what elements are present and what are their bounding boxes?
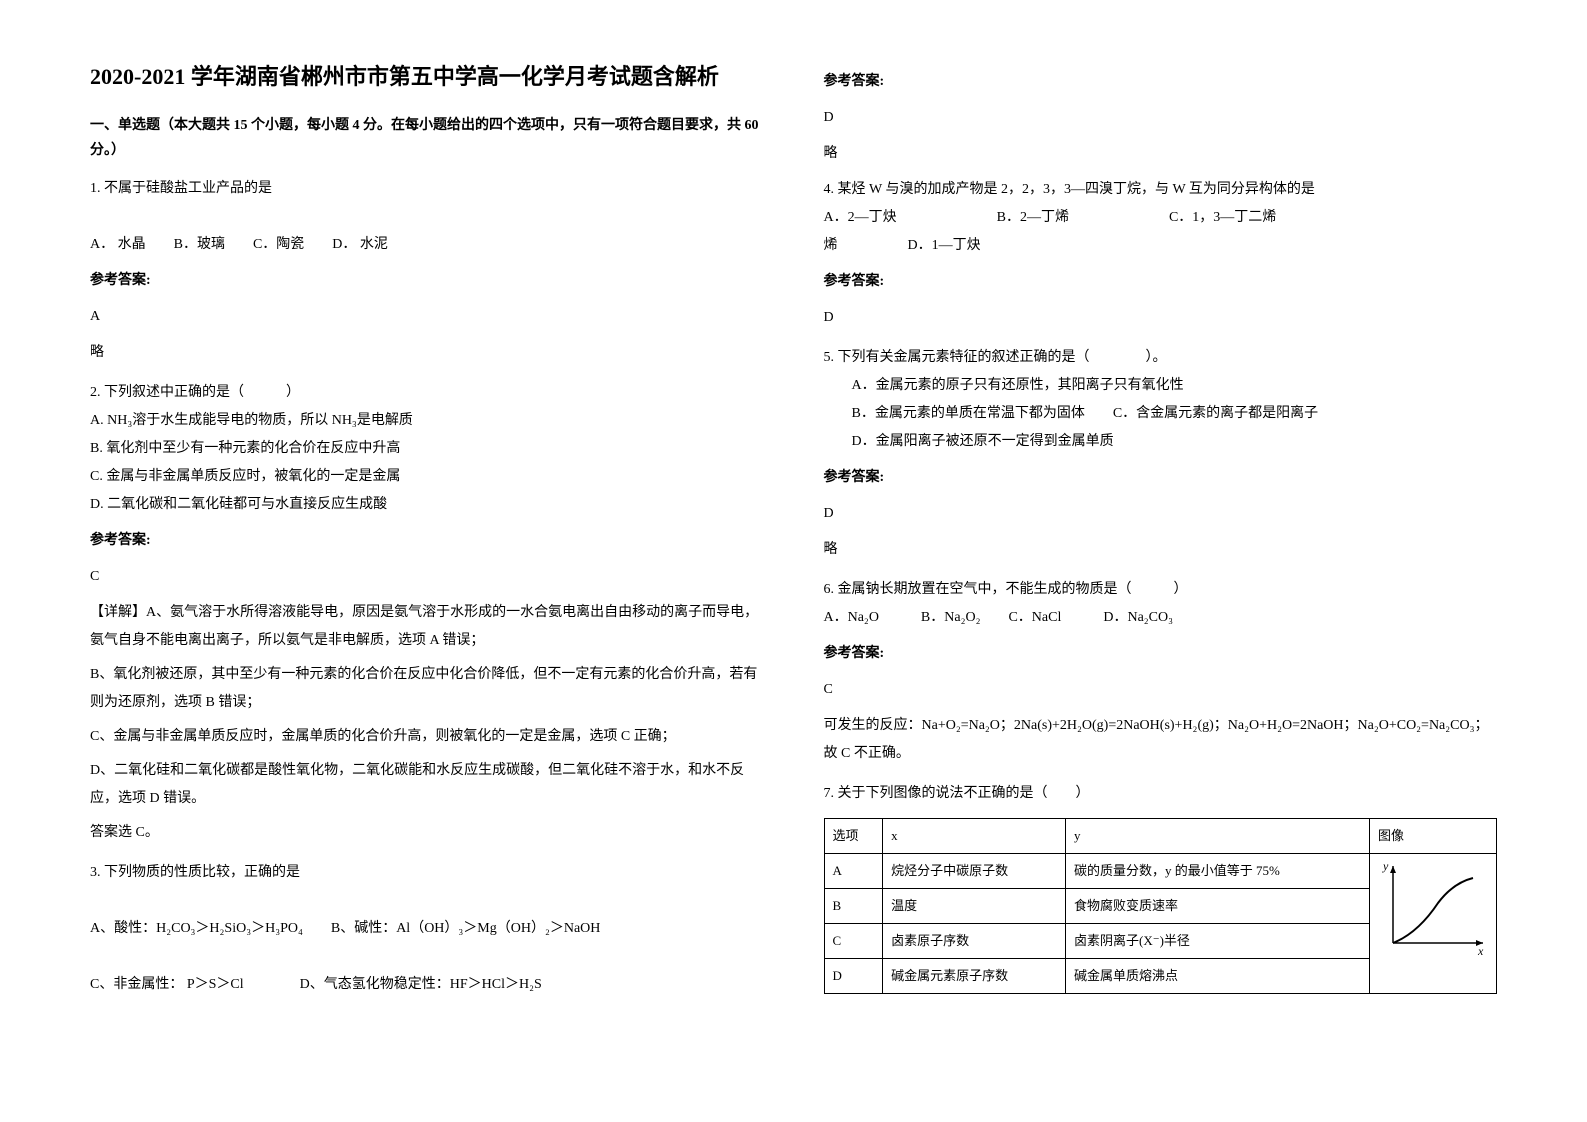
q7-graph-cell: y x: [1370, 854, 1497, 994]
q3-note: 略: [824, 140, 1498, 168]
question-2: 2. 下列叙述中正确的是（ ） A. NH₃溶于水生成能导电的物质，所以 NH₃…: [90, 379, 764, 847]
question-7: 7. 关于下列图像的说法不正确的是（ ） 选项 x y 图像 A 烷烃分子中碳原…: [824, 780, 1498, 994]
left-column: 2020-2021 学年湖南省郴州市市第五中学高一化学月考试题含解析 一、单选题…: [90, 60, 764, 1011]
q6-text: 6. 金属钠长期放置在空气中，不能生成的物质是（ ）: [824, 576, 1498, 604]
q2-exp4: D、二氧化硅和二氧化碳都是酸性氧化物，二氧化碳能和水反应生成碳酸，但二氧化硅不溶…: [90, 757, 764, 813]
q4-optA: A．2—丁炔: [824, 204, 897, 232]
q2-exp2: B、氧化剂被还原，其中至少有一种元素的化合价在反应中化合价降低，但不一定有元素的…: [90, 661, 764, 717]
q1-options: A． 水晶 B．玻璃 C．陶瓷 D． 水泥: [90, 231, 764, 259]
q4-optB: B．2—丁烯: [997, 204, 1069, 232]
q6-answer: C: [824, 676, 1498, 704]
q1-note: 略: [90, 339, 764, 367]
q5-optA: A．金属元素的原子只有还原性，其阳离子只有氧化性: [824, 372, 1498, 400]
q2-text: 2. 下列叙述中正确的是（ ）: [90, 379, 764, 407]
q7-A-y: 碳的质量分数，y 的最小值等于 75%: [1065, 854, 1369, 889]
q3-row1: A、酸性：H₂CO₃＞H₂SiO₃＞H₃PO₄ B、碱性：Al（OH）₃＞Mg（…: [90, 915, 764, 943]
q7-header-row: 选项 x y 图像: [824, 819, 1497, 854]
q2-optC: C. 金属与非金属单质反应时，被氧化的一定是金属: [90, 463, 764, 491]
q7-h3: 图像: [1370, 819, 1497, 854]
q7-D-opt: D: [824, 959, 883, 994]
q3-answer: D: [824, 104, 1498, 132]
question-5: 5. 下列有关金属元素特征的叙述正确的是（ ）。 A．金属元素的原子只有还原性，…: [824, 344, 1498, 564]
question-1: 1. 不属于硅酸盐工业产品的是 A． 水晶 B．玻璃 C．陶瓷 D． 水泥 参考…: [90, 175, 764, 367]
q7-table: 选项 x y 图像 A 烷烃分子中碳原子数 碳的质量分数，y 的最小值等于 75…: [824, 818, 1498, 994]
q2-answer: C: [90, 563, 764, 591]
q4-answer-label: 参考答案:: [824, 268, 1498, 296]
q7-text: 7. 关于下列图像的说法不正确的是（ ）: [824, 780, 1498, 808]
question-6: 6. 金属钠长期放置在空气中，不能生成的物质是（ ） A．Na₂O B．Na₂O…: [824, 576, 1498, 768]
q7-B-y: 食物腐败变质速率: [1065, 889, 1369, 924]
q3-row2: C、非金属性： P＞S＞Cl D、气态氢化物稳定性：HF＞HCl＞H₂S: [90, 971, 764, 999]
q7-A-x: 烷烃分子中碳原子数: [883, 854, 1066, 889]
q5-text: 5. 下列有关金属元素特征的叙述正确的是（ ）。: [824, 344, 1498, 372]
q7-D-x: 碱金属元素原子序数: [883, 959, 1066, 994]
q5-optBC: B．金属元素的单质在常温下都为固体 C．含金属元素的离子都是阳离子: [824, 400, 1498, 428]
q5-note: 略: [824, 536, 1498, 564]
y-axis-label: y: [1382, 859, 1389, 873]
q4-answer: D: [824, 304, 1498, 332]
q6-opts: A．Na₂O B．Na₂O₂ C．NaCl D．Na₂CO₃: [824, 604, 1498, 632]
q7-C-opt: C: [824, 924, 883, 959]
q1-answer: A: [90, 303, 764, 331]
q2-exp5: 答案选 C。: [90, 819, 764, 847]
q7-h2: y: [1065, 819, 1369, 854]
q7-D-y: 碱金属单质熔沸点: [1065, 959, 1369, 994]
doc-title: 2020-2021 学年湖南省郴州市市第五中学高一化学月考试题含解析: [90, 60, 764, 93]
q1-text: 1. 不属于硅酸盐工业产品的是: [90, 175, 764, 203]
q2-optD: D. 二氧化碳和二氧化硅都可与水直接反应生成酸: [90, 491, 764, 519]
q5-optD: D．金属阳离子被还原不一定得到金属单质: [824, 428, 1498, 456]
section-header: 一、单选题（本大题共 15 个小题，每小题 4 分。在每小题给出的四个选项中，只…: [90, 113, 764, 163]
q7-B-x: 温度: [883, 889, 1066, 924]
q7-C-x: 卤素原子序数: [883, 924, 1066, 959]
q7-h0: 选项: [824, 819, 883, 854]
q7-B-opt: B: [824, 889, 883, 924]
q5-answer: D: [824, 500, 1498, 528]
right-column: 参考答案: D 略 4. 某烃 W 与溴的加成产物是 2，2，3，3—四溴丁烷，…: [824, 60, 1498, 1011]
q4-optC: C．1，3—丁二烯: [1169, 204, 1276, 232]
q4-text: 4. 某烃 W 与溴的加成产物是 2，2，3，3—四溴丁烷，与 W 互为同分异构…: [824, 176, 1498, 204]
q1-answer-label: 参考答案:: [90, 267, 764, 295]
q7-C-y: 卤素阴离子(X⁻)半径: [1065, 924, 1369, 959]
curve-graph-icon: y x: [1378, 858, 1488, 958]
q2-optA: A. NH₃溶于水生成能导电的物质，所以 NH₃是电解质: [90, 407, 764, 435]
q6-answer-label: 参考答案:: [824, 640, 1498, 668]
q4-optD: D．1—丁炔: [908, 238, 981, 253]
q2-answer-label: 参考答案:: [90, 527, 764, 555]
q3-text: 3. 下列物质的性质比较，正确的是: [90, 859, 764, 887]
x-axis-label: x: [1477, 944, 1484, 958]
q2-exp3: C、金属与非金属单质反应时，金属单质的化合价升高，则被氧化的一定是金属，选项 C…: [90, 723, 764, 751]
q7-h1: x: [883, 819, 1066, 854]
q7-rowA: A 烷烃分子中碳原子数 碳的质量分数，y 的最小值等于 75% y x: [824, 854, 1497, 889]
q7-A-opt: A: [824, 854, 883, 889]
q5-answer-label: 参考答案:: [824, 464, 1498, 492]
question-4: 4. 某烃 W 与溴的加成产物是 2，2，3，3—四溴丁烷，与 W 互为同分异构…: [824, 176, 1498, 332]
q3-answer-label: 参考答案:: [824, 68, 1498, 96]
q2-exp1: 【详解】A、氨气溶于水所得溶液能导电，原因是氨气溶于水形成的一水合氨电离出自由移…: [90, 599, 764, 655]
q6-exp1: 可发生的反应：Na+O₂=Na₂O；2Na(s)+2H₂O(g)=2NaOH(s…: [824, 712, 1498, 768]
question-3: 3. 下列物质的性质比较，正确的是 A、酸性：H₂CO₃＞H₂SiO₃＞H₃PO…: [90, 859, 764, 999]
q2-optB: B. 氧化剂中至少有一种元素的化合价在反应中升高: [90, 435, 764, 463]
